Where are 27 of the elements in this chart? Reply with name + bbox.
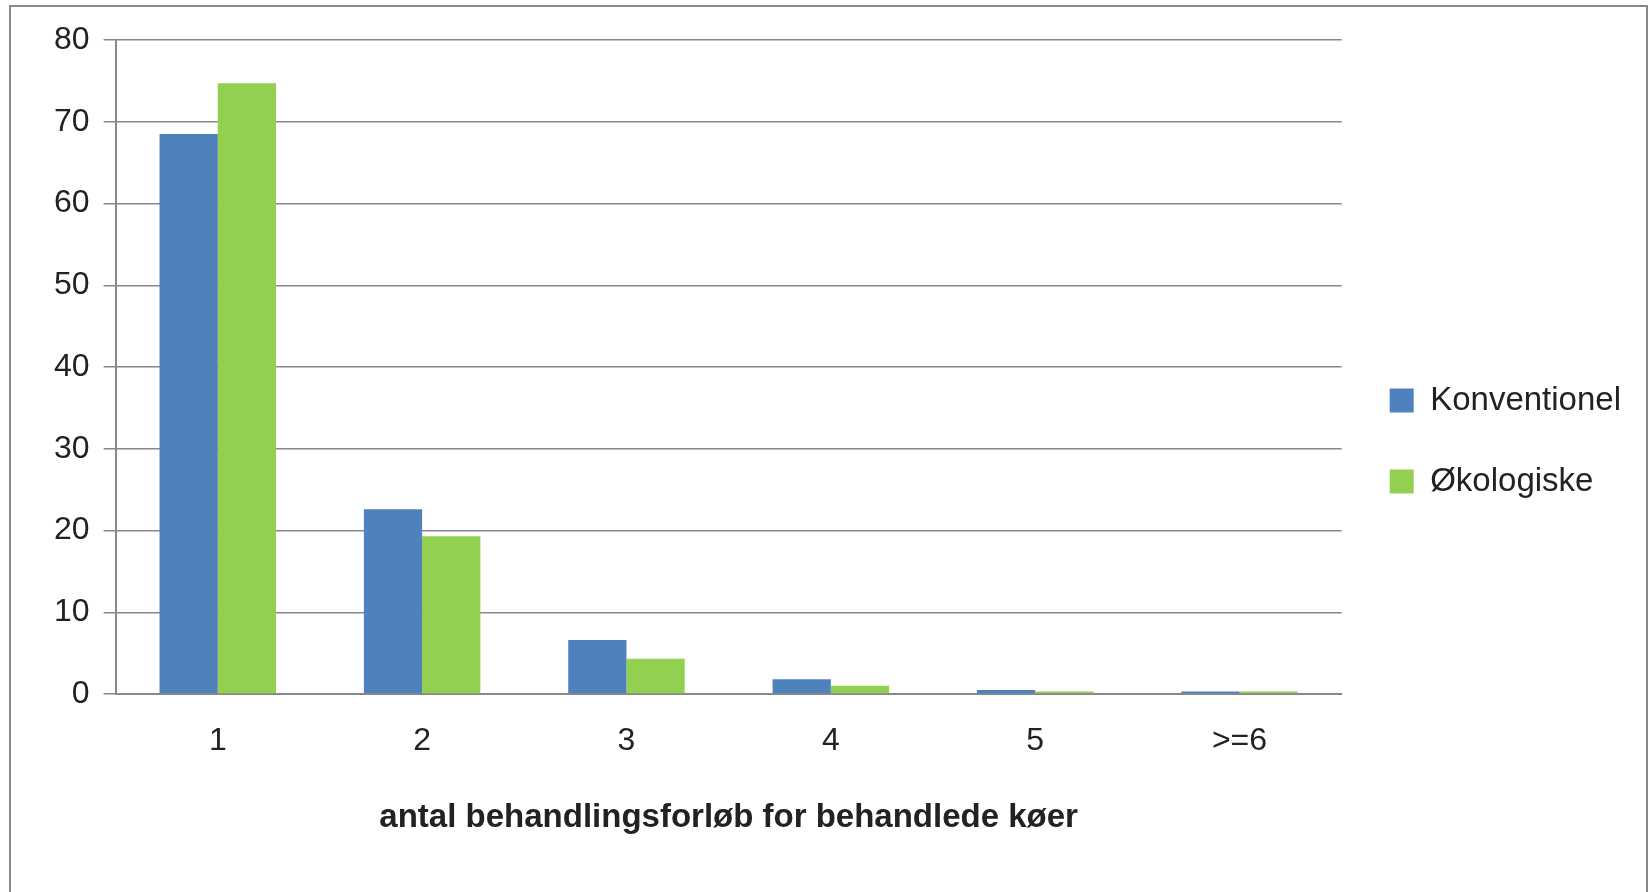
x-tick-label: 5 (1026, 721, 1045, 758)
y-tick-label: 0 (71, 673, 90, 710)
y-tick-label: 70 (54, 101, 90, 138)
bar (772, 679, 831, 694)
legend-label: Økologiske (1430, 460, 1594, 498)
x-tick-label: 4 (821, 721, 840, 758)
y-tick-label: 60 (54, 183, 90, 220)
x-tick-label: 2 (413, 721, 432, 758)
x-tick-label: 3 (617, 721, 636, 758)
bar (217, 83, 277, 694)
y-tick-label: 10 (54, 592, 90, 629)
bar (976, 689, 1036, 694)
bar (159, 134, 218, 694)
bar (422, 536, 481, 694)
y-tick-label: 20 (54, 510, 90, 547)
x-tick-label: 1 (208, 721, 227, 758)
bar (568, 640, 627, 694)
bar (626, 658, 685, 694)
y-tick-label: 80 (54, 19, 90, 56)
x-tick-label: >=6 (1211, 721, 1268, 758)
y-tick-label: 30 (54, 428, 90, 465)
legend-label: Konventionel (1430, 379, 1622, 417)
bar (363, 509, 423, 694)
y-tick-label: 50 (54, 265, 90, 302)
y-tick-label: 40 (54, 346, 90, 383)
bar (830, 685, 890, 694)
x-axis-title: antal behandlingsforløb for behandlede køer (379, 797, 1079, 835)
